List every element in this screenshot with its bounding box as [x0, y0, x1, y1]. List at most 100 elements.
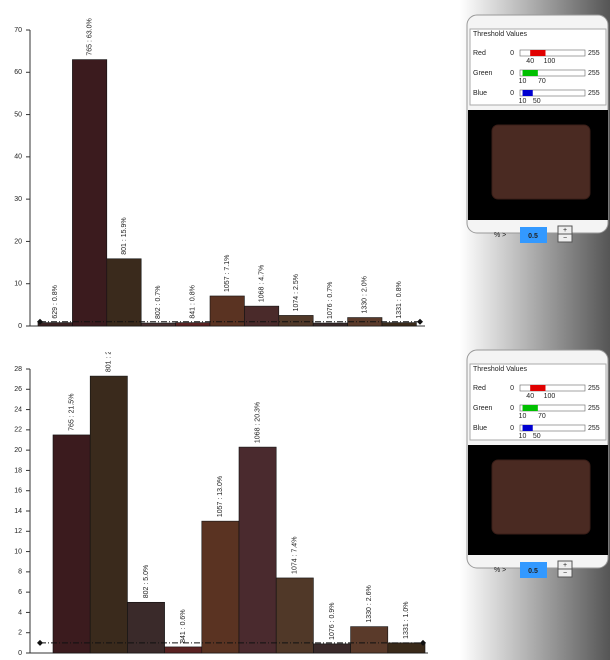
slider-range — [523, 70, 538, 76]
value-label: 1074 : 7.4% — [292, 537, 299, 574]
channel-max: 255 — [588, 50, 600, 57]
bar — [90, 376, 127, 653]
plus-button[interactable]: + — [558, 561, 572, 569]
slider-range — [530, 385, 545, 391]
y-tick-label: 20 — [14, 238, 22, 245]
slider-range — [523, 405, 538, 411]
bar — [38, 323, 72, 326]
y-tick-label: 26 — [14, 386, 22, 393]
channel-max: 255 — [588, 405, 600, 412]
y-tick-label: 16 — [14, 488, 22, 495]
y-tick-label: 40 — [14, 154, 22, 161]
bar — [239, 447, 276, 653]
plus-button[interactable]: + — [558, 226, 572, 234]
y-tick-label: 2 — [18, 630, 22, 637]
low-label: 40 — [526, 393, 534, 400]
threshold-end — [417, 319, 423, 325]
y-tick-label: 8 — [18, 569, 22, 576]
channel-name: Green — [473, 70, 493, 77]
channel-min: 0 — [510, 405, 514, 412]
low-label: 10 — [519, 413, 527, 420]
value-label: 802 : 5.0% — [143, 565, 150, 598]
high-label: 50 — [533, 98, 541, 105]
y-tick-label: 4 — [18, 609, 22, 616]
high-label: 100 — [544, 58, 556, 65]
channel-name: Red — [473, 50, 486, 57]
bar — [53, 435, 90, 653]
app-window: 010203040506070629 : 0.8%765 : 63.0%801 … — [0, 0, 610, 660]
slider-track — [520, 385, 585, 391]
value-label: 1076 : 0.7% — [327, 282, 334, 319]
sample — [492, 460, 590, 534]
y-tick-label: 20 — [14, 447, 22, 454]
low-label: 40 — [526, 58, 534, 65]
panel-title: Threshold Values — [473, 366, 527, 373]
channel-min: 0 — [510, 70, 514, 77]
channel-min: 0 — [510, 90, 514, 97]
minus-button[interactable]: − — [558, 234, 572, 242]
bar — [127, 602, 164, 653]
y-tick-label: 12 — [14, 528, 22, 535]
value-label: 802 : 0.7% — [155, 286, 162, 319]
sample — [492, 125, 590, 199]
channel-name: Red — [473, 385, 486, 392]
y-tick-label: 30 — [14, 196, 22, 203]
value-label: 801 : 27.3% — [106, 335, 113, 372]
value-label: 765 : 21.5% — [68, 394, 75, 431]
filter-label: % > — [494, 567, 506, 574]
value-label: 1331 : 0.8% — [396, 281, 403, 318]
value-label: 1068 : 20.3% — [254, 402, 261, 443]
plus: + — [563, 562, 567, 569]
plus: + — [563, 227, 567, 234]
low-label: 10 — [519, 78, 527, 85]
bar — [276, 578, 313, 653]
minus-button[interactable]: − — [558, 569, 572, 577]
y-tick-label: 6 — [18, 589, 22, 596]
bar — [202, 521, 239, 653]
value-label: 1068 : 4.7% — [258, 265, 265, 302]
slider-range — [523, 425, 533, 431]
bar — [351, 627, 388, 653]
bar — [176, 323, 210, 326]
channel-min: 0 — [510, 425, 514, 432]
slider-range — [523, 90, 533, 96]
value-label: 765 : 63.0% — [86, 18, 93, 55]
bar — [382, 323, 416, 326]
channel-max: 255 — [588, 385, 600, 392]
channel-min: 0 — [510, 50, 514, 57]
bar — [313, 323, 347, 326]
low-label: 10 — [519, 98, 527, 105]
filter-label: % > — [494, 232, 506, 239]
y-tick-label: 70 — [14, 27, 22, 34]
y-tick-label: 10 — [14, 548, 22, 555]
bar — [72, 60, 106, 326]
high-label: 70 — [538, 78, 546, 85]
minus: − — [563, 235, 567, 242]
y-tick-label: 60 — [14, 69, 22, 76]
value-label: 1076 : 0.9% — [329, 602, 336, 639]
value-label: 841 : 0.6% — [180, 609, 187, 642]
low-label: 10 — [519, 433, 527, 440]
channel-min: 0 — [510, 385, 514, 392]
high-label: 50 — [533, 433, 541, 440]
value-label: 1057 : 7.1% — [224, 255, 231, 292]
slider-range — [530, 50, 545, 56]
y-tick-label: 14 — [14, 508, 22, 515]
value-label: 1330 : 2.0% — [362, 276, 369, 313]
y-tick-label: 24 — [14, 406, 22, 413]
bar — [165, 647, 202, 653]
bar — [313, 644, 350, 653]
value-label: 629 : 0.8% — [52, 285, 59, 318]
y-tick-label: 0 — [18, 650, 22, 657]
value-label: 1330 : 2.6% — [366, 585, 373, 622]
channel-max: 255 — [588, 90, 600, 97]
value-label: 1331 : 1.0% — [403, 601, 410, 638]
high-label: 100 — [544, 393, 556, 400]
bar — [279, 315, 313, 326]
minus: − — [563, 570, 567, 577]
y-tick-label: 10 — [14, 281, 22, 288]
bar — [107, 259, 141, 326]
channel-max: 255 — [588, 425, 600, 432]
